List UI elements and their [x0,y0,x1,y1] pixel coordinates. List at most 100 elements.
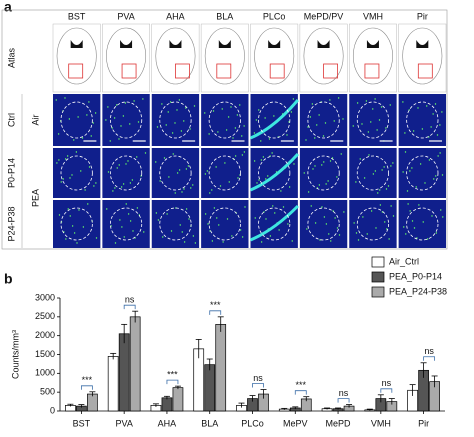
row-label: Air [30,114,40,125]
cell-dot [332,210,334,212]
cell-dot [120,186,123,188]
cell-dot [336,227,339,229]
cell-dot [113,117,116,119]
cell-dot [216,217,218,219]
cell-dot [221,108,223,110]
significance-bracket [252,383,264,388]
row-label: Atlas [6,47,16,68]
cell-dot [118,138,120,140]
cell-dot [363,177,366,179]
cell-dot [60,181,62,183]
cell-dot [362,216,364,218]
cell-dot [88,101,90,103]
significance-bracket [423,356,436,361]
cell-dot [222,241,224,243]
y-tick-label: 1500 [35,349,55,359]
cell-dot [122,183,125,185]
cell-dot [436,134,439,136]
brain-outline [56,27,97,85]
cell-dot [178,169,181,171]
region-outline [356,101,390,139]
region-outline [60,155,93,191]
brain-outline [106,27,147,85]
cell-dot [75,151,78,153]
column-label: AHA [166,11,185,21]
cell-dot [87,203,89,205]
cell-dot [271,152,273,154]
cell-dot [274,212,276,214]
cell-dot [123,236,125,238]
cell-dot [159,180,161,182]
cell-dot [324,122,327,124]
cell-dot [361,123,363,125]
brain-outline [254,27,295,85]
cell-dot [307,191,310,193]
region-box [68,63,84,79]
cell-dot [385,188,388,190]
cell-dot [107,171,110,173]
cell-dot [121,226,123,228]
cell-dot [193,105,196,107]
cell-dot [322,135,325,137]
cell-dot [323,161,325,163]
cell-dot [328,233,330,235]
region-outline [208,155,241,191]
cell-dot [336,176,338,178]
cell-dot [413,227,416,229]
brain-outline [204,27,245,85]
region-outline [109,101,143,139]
cell-dot [166,213,168,215]
cell-dot [118,164,120,166]
significance-label: *** [296,380,307,390]
cell-dot [325,183,327,185]
cell-dot [204,112,206,114]
cell-dot [372,173,375,175]
micrograph [151,200,200,248]
micrograph [398,148,446,198]
cell-dot [187,165,190,167]
cell-dot [338,234,341,236]
region-box [216,63,232,79]
cell-dot [69,215,71,217]
cell-dot [430,126,432,128]
atlas-cell [102,23,150,93]
cell-dot [234,127,237,129]
cell-dot [241,135,243,137]
fiber-band [249,99,300,140]
bar [215,324,227,412]
cell-dot [239,229,242,231]
cell-dot [215,166,217,168]
region-outline [159,207,192,241]
cell-dot [124,102,127,104]
cell-dot [212,110,215,112]
cell-dot [106,208,108,210]
cell-dot [293,163,295,165]
cell-dot [170,230,173,232]
cell-dot [262,156,265,158]
cell-dot [389,104,391,106]
cell-dot [309,116,312,118]
cell-dot [386,228,388,230]
cell-dot [224,162,226,164]
cell-dot [440,209,442,211]
cell-dot [375,227,377,229]
bar [107,356,119,412]
bar [172,387,184,412]
cell-dot [337,97,340,99]
cell-dot [318,114,320,116]
y-tick-label: 500 [40,387,55,397]
cell-dot [442,216,444,218]
cell-dot [321,164,323,166]
cell-dot [94,112,97,114]
cell-dot [272,205,274,207]
cell-dot [366,233,368,235]
micrograph [151,148,200,198]
cell-dot [232,137,234,139]
cell-dot [58,214,61,216]
cell-dot [329,99,331,101]
cell-dot [286,134,288,136]
cell-dot [172,153,174,155]
cell-dot [157,219,160,221]
significance-bracket [123,304,136,310]
cell-dot [367,131,370,133]
